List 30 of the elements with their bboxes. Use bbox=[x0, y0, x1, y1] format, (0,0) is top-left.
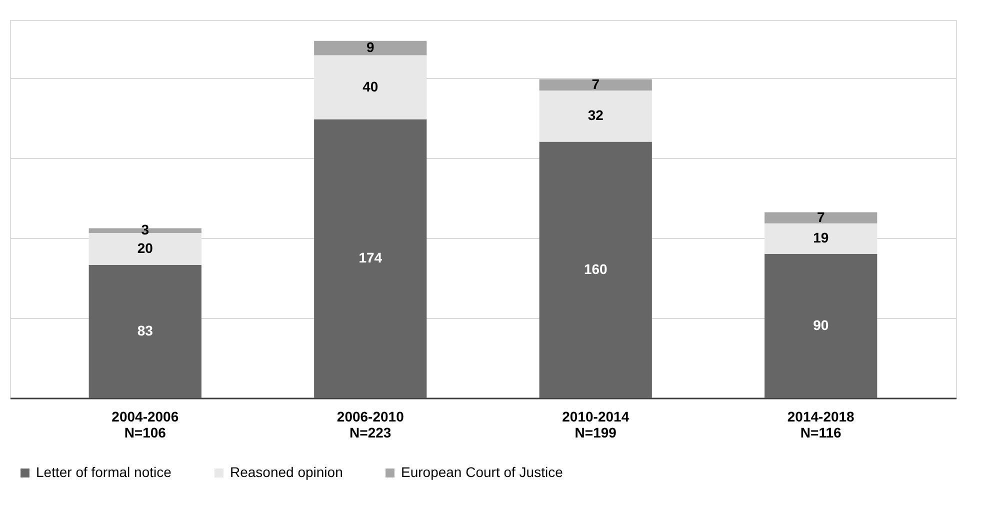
x-tick-label: 2010-2014 N=199 bbox=[562, 408, 630, 440]
bar bbox=[764, 223, 878, 254]
data-label: 7 bbox=[592, 76, 600, 92]
bar bbox=[88, 265, 202, 398]
data-label: 174 bbox=[358, 250, 382, 266]
data-label: 7 bbox=[816, 208, 825, 225]
x-tick-label: 2014-2018 N=116 bbox=[787, 408, 855, 440]
bar bbox=[314, 40, 427, 56]
data-label: 9 bbox=[366, 39, 374, 56]
bar bbox=[764, 212, 878, 224]
data-label: 90 bbox=[813, 316, 829, 333]
x-tick-label: 2006-2010 N=223 bbox=[336, 408, 404, 440]
legend-label: Letter of formal notice bbox=[36, 464, 172, 480]
bar bbox=[314, 119, 427, 398]
data-label: 160 bbox=[584, 260, 608, 277]
bar bbox=[314, 55, 427, 120]
data-label: 3 bbox=[141, 222, 150, 238]
bar bbox=[88, 233, 202, 266]
data-label: 32 bbox=[588, 107, 604, 124]
bar bbox=[539, 79, 652, 90]
bar bbox=[539, 142, 652, 398]
x-tick-label: 2004-2006 N=106 bbox=[112, 408, 179, 440]
data-label: 20 bbox=[137, 240, 154, 256]
bar bbox=[539, 90, 652, 142]
data-label: 40 bbox=[362, 78, 378, 94]
bar bbox=[764, 254, 878, 398]
data-label: 19 bbox=[813, 230, 829, 246]
data-label: 83 bbox=[137, 322, 154, 339]
legend-label: Reasoned opinion bbox=[230, 464, 343, 480]
legend-label: European Court of Justice bbox=[401, 464, 564, 480]
